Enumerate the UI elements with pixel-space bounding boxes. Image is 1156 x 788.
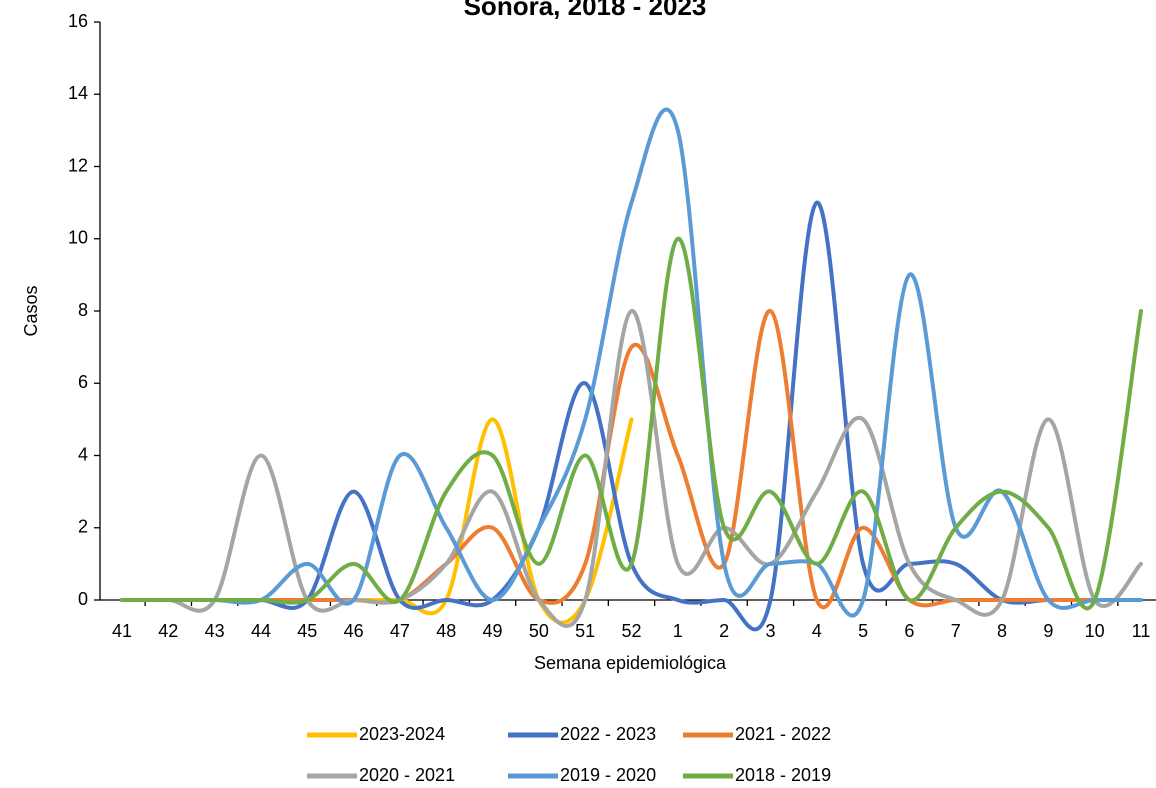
x-tick-label: 52 — [621, 621, 641, 641]
x-tick-label: 41 — [112, 621, 132, 641]
chart-title: Sonora, 2018 - 2023 — [464, 0, 707, 21]
y-tick-label: 10 — [68, 228, 88, 248]
series-line — [120, 308, 1143, 610]
y-tick-label: 2 — [78, 517, 88, 537]
x-tick-label: 47 — [390, 621, 410, 641]
x-tick-label: 42 — [158, 621, 178, 641]
legend-label: 2020 - 2021 — [359, 765, 455, 785]
x-axis-label: Semana epidemiológica — [534, 653, 727, 673]
x-tick-label: 44 — [251, 621, 271, 641]
x-tick-label: 7 — [951, 621, 961, 641]
y-tick-label: 0 — [78, 589, 88, 609]
legend-label: 2018 - 2019 — [735, 765, 831, 785]
x-tick-label: 4 — [812, 621, 822, 641]
x-tick-label: 1 — [673, 621, 683, 641]
legend-label: 2019 - 2020 — [560, 765, 656, 785]
y-axis-label: Casos — [21, 285, 41, 336]
x-tick-label: 5 — [858, 621, 868, 641]
x-tick-label: 46 — [344, 621, 364, 641]
y-tick-label: 14 — [68, 83, 88, 103]
series-line — [120, 200, 1143, 632]
x-tick-label: 50 — [529, 621, 549, 641]
x-tick-label: 8 — [997, 621, 1007, 641]
x-tick-label: 45 — [297, 621, 317, 641]
legend-label: 2022 - 2023 — [560, 724, 656, 744]
series-line — [120, 236, 1143, 611]
series-line — [120, 107, 1143, 618]
x-tick-label: 49 — [483, 621, 503, 641]
legend-label: 2023-2024 — [359, 724, 445, 744]
y-tick-label: 16 — [68, 11, 88, 31]
x-tick-label: 2 — [719, 621, 729, 641]
x-tick-label: 3 — [765, 621, 775, 641]
x-tick-label: 11 — [1132, 621, 1151, 641]
y-tick-label: 4 — [78, 444, 88, 464]
x-tick-label: 10 — [1085, 621, 1105, 641]
y-tick-label: 12 — [68, 155, 88, 175]
y-tick-label: 8 — [78, 300, 88, 320]
x-tick-label: 48 — [436, 621, 456, 641]
x-tick-label: 9 — [1043, 621, 1053, 641]
x-tick-label: 51 — [575, 621, 595, 641]
legend-label: 2021 - 2022 — [735, 724, 831, 744]
x-tick-label: 43 — [205, 621, 225, 641]
x-tick-label: 6 — [904, 621, 914, 641]
series-line — [120, 308, 1143, 628]
y-tick-label: 6 — [78, 372, 88, 392]
